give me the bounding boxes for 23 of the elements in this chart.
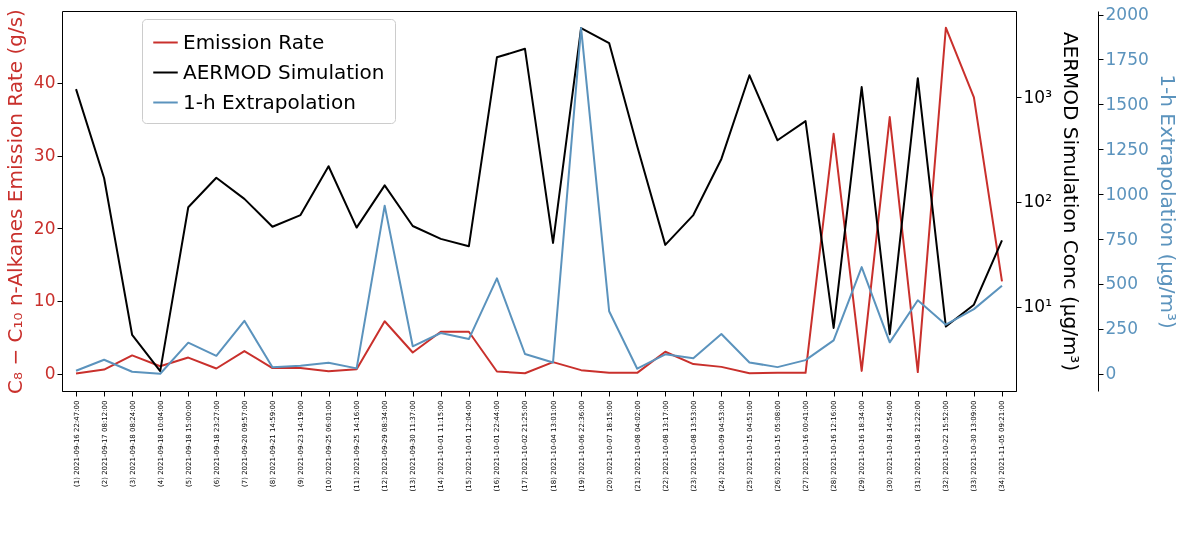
y3-axis-title: 1-h Extrapolation (μg/m³) (1155, 74, 1180, 329)
y2-tick-label: 10³ (1023, 86, 1052, 107)
y-tick-label: 40 (33, 72, 56, 93)
y2-tick-label: 10² (1023, 191, 1052, 212)
y3-tick-label: 1000 (1105, 183, 1149, 204)
y-tick-label: 10 (33, 290, 56, 311)
y3-tick-label: 750 (1105, 228, 1138, 249)
y3-tick-label: 1250 (1105, 138, 1149, 159)
y-tick-label: 20 (33, 217, 56, 238)
legend-label: 1-h Extrapolation (183, 89, 356, 114)
y2-tick-label: 10¹ (1023, 296, 1052, 317)
y3-tick-label: 1750 (1105, 48, 1149, 69)
y-tick-label: 0 (44, 363, 56, 384)
legend-label: Emission Rate (183, 29, 325, 54)
y-tick-label: 30 (33, 145, 56, 166)
y2-axis-title: AERMOD Simulation Conc (μg/m³) (1058, 31, 1083, 372)
y3-tick-label: 0 (1105, 363, 1117, 384)
y3-tick-label: 1500 (1105, 93, 1149, 114)
y-axis-title: C₈ − C₁₀ n-Alkanes Emission Rate (g/s) (2, 9, 27, 394)
y3-tick-label: 500 (1105, 273, 1138, 294)
y3-tick-label: 2000 (1105, 4, 1149, 25)
y3-tick-label: 250 (1105, 318, 1138, 339)
legend-label: AERMOD Simulation (183, 59, 385, 84)
